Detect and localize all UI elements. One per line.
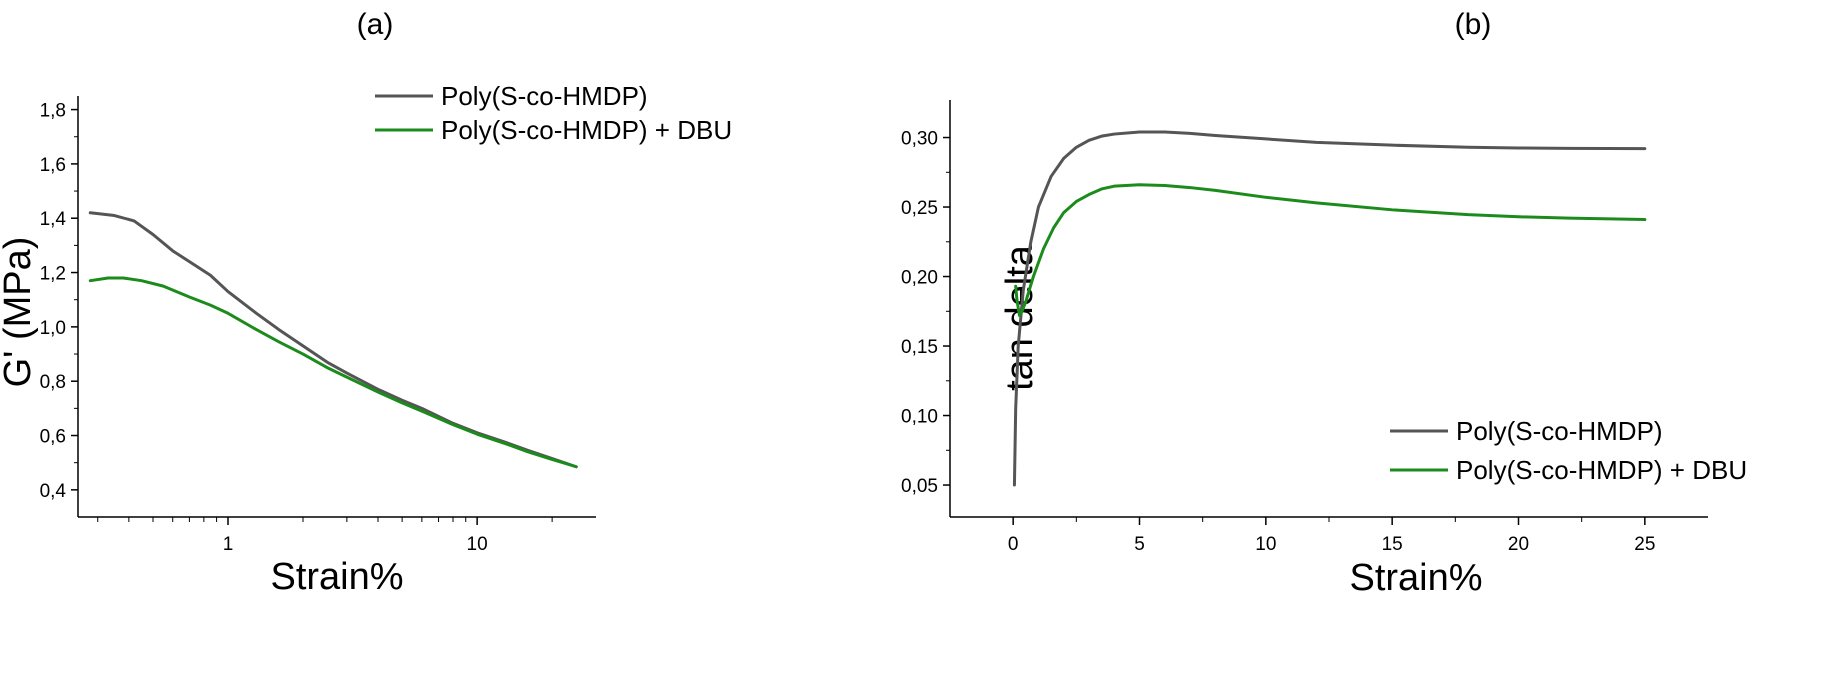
legend: Poly(S-co-HMDP) Poly(S-co-HMDP) + DBU [375,81,732,145]
series-line-2 [1014,183,1647,317]
y-tick-label: 1,2 [40,264,66,285]
x-tick-label: 10 [467,534,488,555]
series-line-2 [88,276,578,469]
y-tick-label: 1,6 [40,155,66,176]
x-tick-label: 20 [1508,534,1529,555]
y-tick-label: 0,30 [901,129,938,150]
panel-label: (b) [1455,8,1492,41]
y-axis-title: G' (MPa) [0,237,39,388]
chart-panel-b: (b) 0,05 0,10 0,15 0,20 0,25 0,30 0 5 10 15 20 25 Str… [901,8,1747,599]
y-tick-label: 0,10 [901,407,938,428]
y-tick-label: 0,4 [40,481,67,502]
series-line-1 [1012,130,1647,487]
x-tick-label: 10 [1255,534,1276,555]
chart-panel-a: (a) 0,4 0,6 0,8 1,0 1,2 1,4 1,6 1,8 1 10 Strain% G' … [0,8,732,598]
x-tick-label: 0 [1008,534,1019,555]
x-tick-label: 1 [223,534,234,555]
y-tick-label: 1,8 [40,101,66,122]
legend-label-1: Poly(S-co-HMDP) [1456,416,1663,446]
x-axis-title: Strain% [1349,557,1482,599]
x-tick-label: 25 [1634,534,1655,555]
panel-label: (a) [357,8,394,41]
y-tick-label: 1,0 [40,318,66,339]
legend-label-2: Poly(S-co-HMDP) + DBU [441,115,732,145]
y-tick-label: 0,05 [901,476,938,497]
legend: Poly(S-co-HMDP) Poly(S-co-HMDP) + DBU [1390,416,1747,485]
y-tick-label: 0,8 [40,372,66,393]
y-tick-label: 0,25 [901,198,938,219]
series-line-1 [88,211,578,469]
legend-label-1: Poly(S-co-HMDP) [441,81,648,111]
x-tick-label: 15 [1382,534,1403,555]
y-tick-label: 0,15 [901,337,938,358]
y-tick-label: 0,6 [40,427,66,448]
legend-label-2: Poly(S-co-HMDP) + DBU [1456,455,1747,485]
y-tick-label: 0,20 [901,268,938,289]
y-tick-label: 1,4 [40,209,67,230]
x-axis-title: Strain% [270,556,403,598]
x-tick-label: 5 [1134,534,1145,555]
